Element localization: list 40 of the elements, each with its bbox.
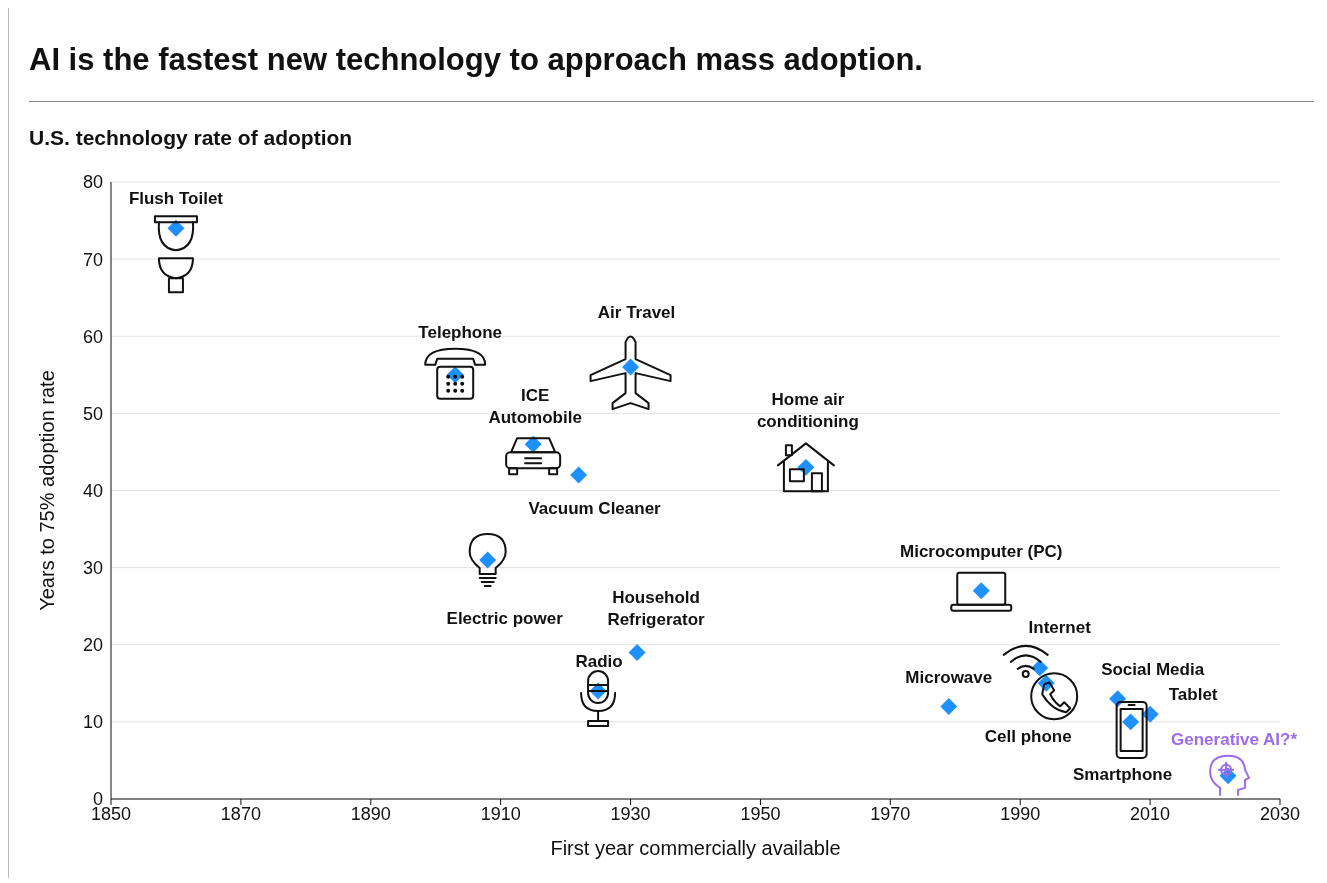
annotation: Electric power: [446, 609, 564, 629]
annotation: Internet: [1028, 618, 1092, 638]
y-tick-label: 70: [82, 249, 103, 270]
annotation: Generative AI?*: [1171, 730, 1298, 750]
x-axis-title: First year commercially available: [550, 837, 841, 859]
x-tick-label: 1870: [220, 803, 261, 824]
annotation: Radio: [575, 652, 623, 672]
chart-title: AI is the fastest new technology to approach mass adoption.: [29, 42, 923, 78]
y-tick-label: 20: [82, 635, 103, 656]
annotation: Telephone: [418, 323, 503, 343]
y-tick-label: 60: [82, 326, 103, 347]
y-tick-label: 30: [82, 558, 103, 579]
point: [622, 358, 640, 376]
annotation: Microcomputer (PC): [900, 542, 1063, 562]
x-tick-label: 1930: [610, 803, 651, 824]
x-tick-label: 1950: [740, 803, 781, 824]
annotation: Household Refrigerator: [607, 588, 706, 630]
y-axis-title: Years to 75% adoption rate: [36, 370, 59, 611]
annotation: Smartphone: [1073, 765, 1173, 785]
chart-subtitle: U.S. technology rate of adoption: [29, 126, 353, 150]
y-tick-label: 10: [82, 712, 103, 733]
y-tick-label: 40: [82, 480, 103, 501]
annotation: Social Media: [1101, 660, 1205, 680]
annotation: Cell phone: [984, 727, 1072, 747]
annotation: Flush Toilet: [128, 189, 224, 209]
x-tick-label: 1890: [350, 803, 391, 824]
x-tick-label: 2010: [1130, 803, 1171, 824]
annotation: Tablet: [1168, 685, 1218, 705]
y-tick-label: 50: [82, 403, 103, 424]
point: [1031, 659, 1049, 677]
annotation: Home air conditioning: [756, 390, 859, 432]
annotation: ICE Automobile: [488, 386, 582, 428]
x-tick-label: 1990: [1000, 803, 1041, 824]
annotation: Vacuum Cleaner: [528, 499, 662, 519]
annotation: Microwave: [905, 668, 993, 688]
x-tick-label: 1970: [870, 803, 911, 824]
x-tick-label: 2030: [1259, 803, 1301, 824]
x-tick-label: 1910: [480, 803, 521, 824]
y-tick-label: 80: [82, 172, 103, 193]
annotation: Air Travel: [597, 303, 676, 323]
